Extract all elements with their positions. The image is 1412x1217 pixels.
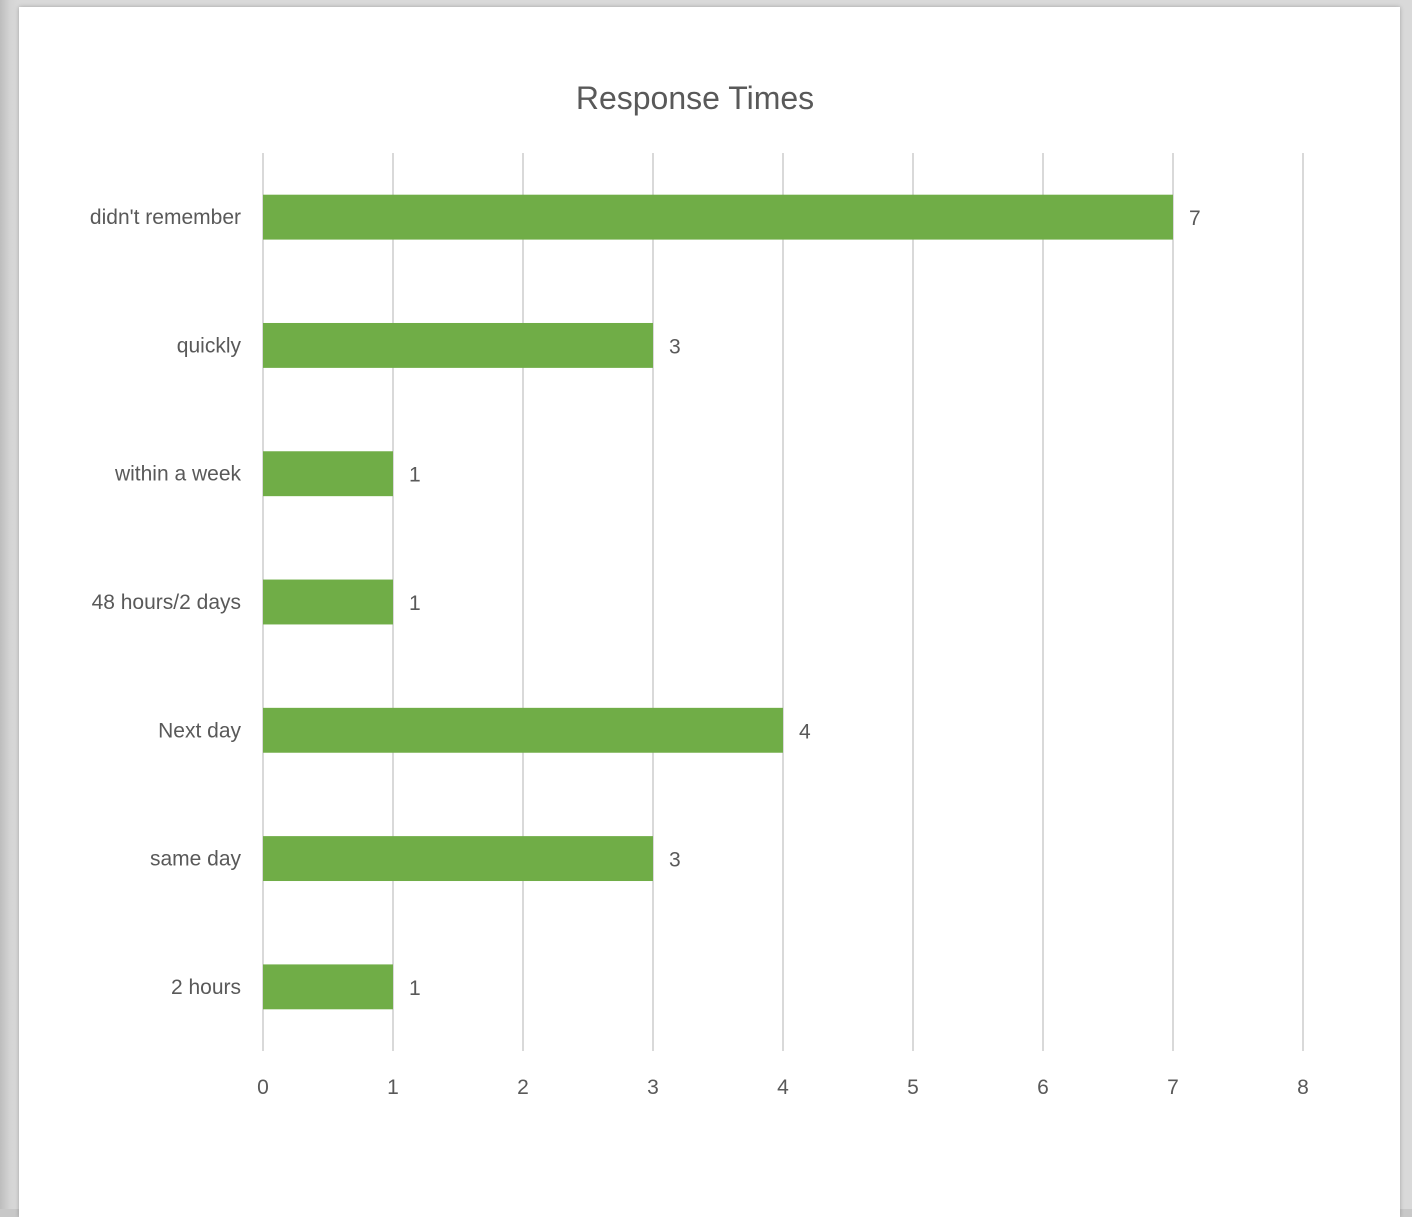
gridlines (262, 153, 1304, 1051)
x-tick-label: 0 (257, 1076, 269, 1099)
bar (263, 194, 1173, 240)
x-tick-label: 2 (517, 1076, 529, 1099)
data-label: 3 (669, 335, 681, 358)
bar (263, 579, 393, 625)
category-label: within a week (114, 463, 242, 486)
bar (263, 322, 653, 368)
x-tick-label: 6 (1037, 1076, 1049, 1099)
bar-chart: Response Times didn't remember quickly wit… (90, 80, 1309, 1099)
x-tick-label: 1 (387, 1076, 399, 1099)
x-tick-label: 8 (1297, 1076, 1309, 1099)
data-label: 1 (409, 592, 421, 615)
category-label: quickly (177, 334, 242, 357)
data-label: 4 (799, 720, 811, 743)
category-label: Next day (158, 719, 241, 742)
data-label: 7 (1189, 207, 1201, 230)
bar (263, 836, 653, 882)
x-axis-tick-labels: 0 1 2 3 4 5 6 7 8 (257, 1076, 1309, 1099)
category-label: same day (150, 848, 242, 871)
chart-title: Response Times (576, 80, 814, 116)
x-tick-label: 7 (1167, 1076, 1179, 1099)
data-label: 3 (669, 849, 681, 872)
chart-area[interactable]: Response Times didn't remember quickly wit… (19, 7, 1400, 1217)
bar (263, 451, 393, 497)
category-labels: didn't remember quickly within a week 48 ho… (90, 206, 242, 999)
category-label: 2 hours (171, 976, 241, 999)
data-label: 1 (409, 977, 421, 1000)
bar (263, 964, 393, 1010)
bar (263, 707, 783, 753)
x-tick-label: 3 (647, 1076, 659, 1099)
x-tick-label: 5 (907, 1076, 919, 1099)
data-labels: 7 3 1 1 4 3 1 (409, 207, 1201, 1000)
category-label: didn't remember (90, 206, 241, 229)
category-label: 48 hours/2 days (92, 591, 241, 614)
bars (263, 194, 1173, 1010)
data-label: 1 (409, 464, 421, 487)
x-tick-label: 4 (777, 1076, 789, 1099)
